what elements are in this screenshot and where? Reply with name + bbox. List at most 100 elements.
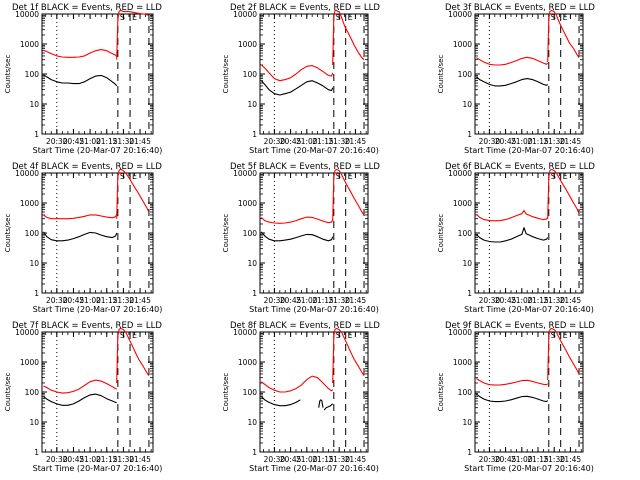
y-tick-label: 100 xyxy=(25,70,40,79)
x-tick-label: 20:45 xyxy=(63,455,85,464)
panel-det-7: Det 7f BLACK = Events, RED = LLD 1 10 100 10… xyxy=(4,321,162,473)
x-tick-label: 21:30 xyxy=(113,455,135,464)
x-tick-label: 20:30 xyxy=(479,137,501,146)
x-tick-label: 21:15 xyxy=(527,455,549,464)
series-line-lld xyxy=(261,216,334,224)
plot-frame xyxy=(474,13,584,135)
y-tick-label: 10000 xyxy=(448,169,472,178)
y-tick-label: 1000 xyxy=(453,40,472,49)
plot-frame xyxy=(259,172,369,294)
marker-label: S xyxy=(120,331,125,340)
x-tick-label: 21:00 xyxy=(511,296,533,305)
x-tick-label: 21:30 xyxy=(543,137,565,146)
series-line-events xyxy=(43,231,118,242)
y-tick-label: 1 xyxy=(252,289,257,298)
marker-label: S xyxy=(551,172,556,181)
x-tick-label: 21:15 xyxy=(96,455,118,464)
panel-title: Det 7f BLACK = Events, RED = LLD xyxy=(12,321,162,331)
x-tick-label: 21:00 xyxy=(79,296,101,305)
y-tick-label: 100 xyxy=(25,229,40,238)
panel-det-1: Det 1f BLACK = Events, RED = LLD 1 10 100 10… xyxy=(4,3,162,155)
y-tick-label: 10 xyxy=(29,418,39,427)
series-line-lld xyxy=(476,378,549,386)
y-tick-label: 10000 xyxy=(448,328,472,337)
x-tick-label: 20:30 xyxy=(46,455,68,464)
y-tick-label: 10 xyxy=(29,100,39,109)
y-tick-label: 10 xyxy=(247,418,257,427)
x-tick-label: 21:00 xyxy=(511,455,533,464)
plot-frame xyxy=(259,13,369,135)
x-tick-label: 21:30 xyxy=(328,455,350,464)
y-tick-label: 1 xyxy=(34,289,39,298)
panel-title: Det 2f BLACK = Events, RED = LLD xyxy=(230,3,380,13)
series-line-events xyxy=(476,227,549,243)
series-line-spike xyxy=(116,328,150,384)
x-axis-label: Start Time (20-Mar-07 20:16:40) xyxy=(249,146,379,155)
y-tick-label: 1000 xyxy=(238,40,257,49)
y-tick-label: 1000 xyxy=(453,199,472,208)
y-tick-label: 1000 xyxy=(20,199,39,208)
panel-title: Det 4f BLACK = Events, RED = LLD xyxy=(12,162,162,172)
x-tick-label: 21:15 xyxy=(527,296,549,305)
x-tick-label: 21:15 xyxy=(96,137,118,146)
x-tick-label: 21:30 xyxy=(543,455,565,464)
series-line-spike xyxy=(547,328,580,381)
x-tick-label: 21:00 xyxy=(296,296,318,305)
x-tick-label: 21:15 xyxy=(312,296,334,305)
x-tick-label: 21:45 xyxy=(345,296,367,305)
marker-label: E xyxy=(132,331,137,340)
y-tick-label: 10000 xyxy=(15,10,39,19)
x-tick-label: 21:15 xyxy=(96,296,118,305)
x-tick-label: 21:45 xyxy=(129,296,151,305)
series-line-lld xyxy=(43,379,117,394)
y-tick-label: 1000 xyxy=(453,358,472,367)
series-line-lld xyxy=(261,64,334,82)
x-axis-label: Start Time (20-Mar-07 20:16:40) xyxy=(464,305,594,314)
x-tick-label: 20:30 xyxy=(479,455,501,464)
panel-det-2: Det 2f BLACK = Events, RED = LLD 1 10 100 10… xyxy=(222,3,380,155)
panel-title: Det 9f BLACK = Events, RED = LLD xyxy=(445,321,595,331)
panel-det-3: Det 3f BLACK = Events, RED = LLD 1 10 100 10… xyxy=(437,3,595,155)
y-axis-label: Counts/sec xyxy=(437,55,445,94)
x-tick-label: 21:00 xyxy=(79,137,101,146)
y-tick-label: 1 xyxy=(34,130,39,139)
series-line-spike xyxy=(547,10,580,63)
series-line-spike xyxy=(332,169,365,222)
marker-label: E xyxy=(132,13,137,22)
y-tick-label: 10000 xyxy=(15,169,39,178)
x-tick-label: 20:30 xyxy=(46,296,68,305)
panel-det-6: Det 6f BLACK = Events, RED = LLD 1 10 100 10… xyxy=(437,162,595,314)
series-line-events xyxy=(260,231,334,242)
series-line-events xyxy=(43,393,117,406)
marker-label: S xyxy=(336,13,341,22)
x-axis-label: Start Time (20-Mar-07 20:16:40) xyxy=(249,464,379,473)
panel-det-4: Det 4f BLACK = Events, RED = LLD 1 10 100 10… xyxy=(4,162,162,314)
series-line-spike xyxy=(116,10,150,60)
y-tick-label: 1 xyxy=(252,130,257,139)
series-line-spike xyxy=(116,169,150,219)
y-tick-label: 1000 xyxy=(238,358,257,367)
x-tick-label: 21:30 xyxy=(113,137,135,146)
x-tick-label: 21:15 xyxy=(527,137,549,146)
y-tick-label: 10 xyxy=(462,418,472,427)
marker-label: S xyxy=(120,13,125,22)
plot-frame xyxy=(474,331,584,453)
y-axis-label: Counts/sec xyxy=(437,373,445,412)
x-tick-label: 21:00 xyxy=(296,455,318,464)
y-tick-label: 1 xyxy=(467,130,472,139)
y-tick-label: 1 xyxy=(34,448,39,457)
y-axis-label: Counts/sec xyxy=(4,55,12,94)
x-axis-label: Start Time (20-Mar-07 20:16:40) xyxy=(33,146,163,155)
y-tick-label: 1 xyxy=(467,289,472,298)
series-line-events-after-gap xyxy=(318,399,324,408)
marker-label: E xyxy=(348,13,353,22)
y-tick-label: 1000 xyxy=(20,40,39,49)
y-tick-label: 10 xyxy=(462,259,472,268)
x-tick-label: 20:45 xyxy=(63,137,85,146)
y-axis-label: Counts/sec xyxy=(222,214,230,253)
panel-title: Det 5f BLACK = Events, RED = LLD xyxy=(230,162,380,172)
y-tick-label: 1000 xyxy=(238,199,257,208)
series-line-spike xyxy=(332,328,365,384)
x-tick-label: 21:15 xyxy=(312,455,334,464)
